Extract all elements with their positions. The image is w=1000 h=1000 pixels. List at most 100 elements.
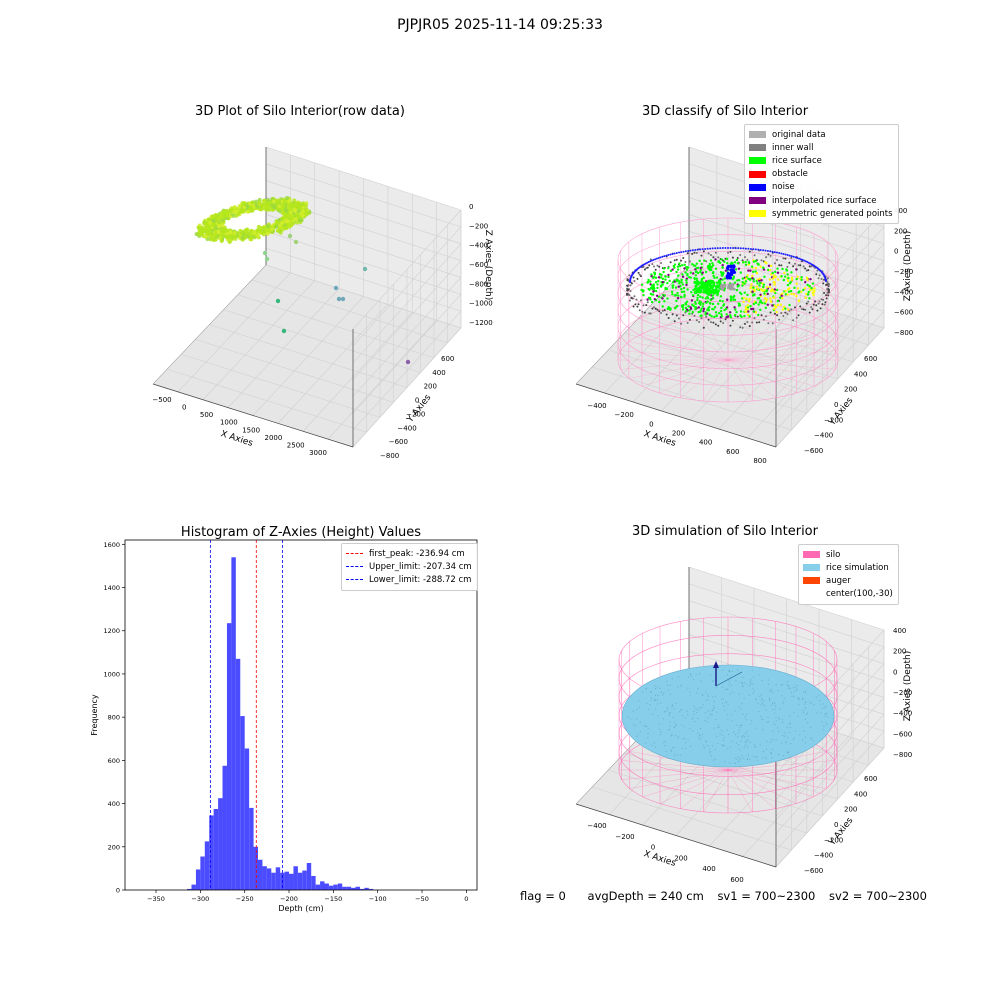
raw-point-cloud — [194, 196, 411, 365]
inner-wall-point — [804, 308, 807, 311]
classified-point — [741, 281, 744, 284]
status-sv2: sv2 = 700~2300 — [829, 889, 927, 903]
classified-point — [700, 262, 703, 266]
raw-point — [272, 205, 277, 210]
classified-point — [659, 276, 663, 279]
histogram-bar — [213, 808, 219, 890]
simulation-plot-title: 3D simulation of Silo Interior — [632, 524, 818, 539]
inner-wall-point — [739, 326, 742, 329]
raw-point — [257, 200, 262, 205]
histogram-bar — [333, 884, 338, 890]
histogram-bar — [209, 815, 214, 890]
noise-point — [726, 272, 730, 276]
status-sv1: sv1 = 700~2300 — [717, 889, 816, 903]
inner-wall-point — [656, 308, 659, 311]
noise-point — [794, 256, 797, 259]
classified-point — [661, 297, 664, 300]
raw-point — [277, 227, 282, 232]
classified-point — [691, 272, 695, 275]
noise-point — [727, 274, 731, 278]
classified-point — [762, 266, 765, 269]
inner-wall-point — [653, 265, 656, 268]
noise-point — [687, 249, 690, 252]
raw-point — [259, 229, 264, 234]
classified-point — [720, 313, 723, 316]
classified-point — [681, 275, 685, 278]
classified-point — [653, 272, 657, 275]
noise-point — [773, 251, 776, 254]
classified-point — [681, 304, 684, 307]
rice-surface-point — [707, 283, 711, 287]
noise-point — [709, 247, 712, 250]
classified-point — [654, 280, 658, 284]
inner-wall-point — [805, 269, 808, 272]
classified-point — [802, 288, 805, 292]
tick-label: −600 — [894, 309, 913, 317]
inner-wall-point — [784, 257, 787, 260]
classified-point — [751, 290, 754, 293]
classified-point — [662, 270, 665, 274]
raw-point — [237, 204, 242, 209]
classified-point — [788, 287, 791, 290]
inner-wall-point — [780, 311, 783, 314]
legend-label: Upper_limit: -207.34 cm — [369, 561, 472, 572]
inner-wall-point — [823, 303, 826, 306]
classified-point — [650, 275, 653, 278]
inner-wall-point — [827, 288, 830, 291]
classified-point — [691, 263, 694, 266]
tick-label: 2000 — [265, 434, 283, 442]
raw-point — [208, 237, 213, 242]
classified-point — [715, 276, 719, 279]
classified-point — [713, 315, 716, 319]
noise-point — [684, 250, 687, 253]
classified-point — [657, 279, 660, 283]
histogram-bar — [271, 872, 276, 890]
classified-point — [717, 311, 721, 315]
inner-wall-point — [826, 277, 829, 280]
tick-label: −600 — [804, 867, 823, 875]
classified-point — [805, 276, 809, 280]
inner-wall-point — [693, 314, 696, 317]
classified-point — [757, 303, 760, 306]
classified-point — [660, 273, 663, 276]
classified-point — [742, 300, 745, 304]
raw-point — [240, 235, 245, 240]
classified-point — [687, 276, 691, 279]
inner-wall-point — [808, 311, 811, 314]
tick-label: 0 — [415, 397, 419, 405]
noise-point — [721, 247, 724, 250]
inner-wall-point — [722, 322, 725, 325]
classify-legend-item: symmetric generated points — [749, 207, 893, 220]
classified-point — [669, 307, 672, 310]
classified-point — [677, 294, 680, 297]
rice-surface-point — [705, 288, 709, 292]
tick-label: 600 — [864, 775, 877, 783]
raw-point — [277, 223, 282, 228]
classified-point — [646, 281, 649, 284]
raw-outlier-point — [262, 250, 268, 256]
classified-point — [751, 277, 754, 280]
inner-wall-point — [729, 250, 732, 253]
histogram-y-ticks: 0 200 400 600 800 1000 1200 1400 1600 — [103, 541, 125, 895]
classified-point — [764, 306, 767, 310]
tick-label: 600 — [726, 448, 739, 456]
classified-point — [711, 294, 714, 297]
classified-point — [652, 290, 655, 293]
inner-wall-point — [651, 263, 654, 266]
classified-point — [726, 261, 729, 265]
classified-point — [718, 261, 722, 265]
raw-point — [300, 213, 305, 218]
classify-legend-item: interpolated rice surface — [749, 194, 893, 207]
noise-point — [734, 247, 737, 250]
raw-point — [277, 217, 282, 222]
histogram-bar — [368, 888, 374, 890]
raw-point — [228, 230, 233, 235]
legend-label: center(100,-30) — [826, 589, 893, 600]
tick-label: 1500 — [242, 426, 260, 434]
raw-outlier-point — [405, 359, 411, 365]
inner-wall-point — [780, 264, 783, 267]
raw-point — [220, 215, 225, 220]
classified-point — [769, 297, 772, 300]
classified-point — [666, 281, 669, 285]
